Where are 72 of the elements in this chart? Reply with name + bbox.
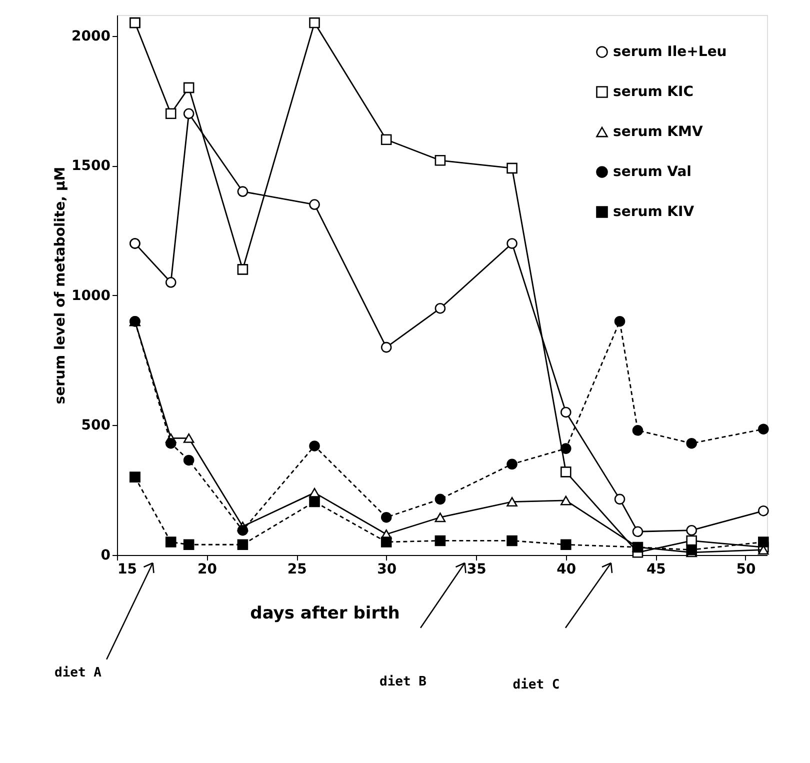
point (165, 108, 176, 120)
point (632, 526, 644, 538)
point (506, 162, 518, 174)
y-tick-label: 0 (100, 548, 111, 564)
point (309, 17, 320, 28)
point (183, 539, 194, 550)
point (237, 264, 248, 275)
point (165, 277, 176, 288)
point (434, 535, 446, 546)
point (309, 199, 320, 210)
y-axis-title: serum level of metabolite, µM (52, 166, 69, 404)
point (506, 497, 518, 507)
text: diet A (54, 666, 102, 681)
text: diet B (380, 674, 427, 690)
y-tick-label: 1000 (72, 288, 111, 304)
x-tick-label: 50 (736, 562, 756, 578)
point (632, 425, 644, 436)
x-tick-label: 40 (556, 562, 576, 578)
point (309, 440, 320, 452)
point (309, 496, 320, 508)
point (237, 539, 248, 550)
legend-label: serum KMV (613, 124, 703, 140)
point (434, 154, 446, 166)
point (434, 302, 446, 314)
legend-label: serum Ile+Leu (613, 44, 727, 60)
point (434, 494, 446, 505)
x-tick-label: 45 (646, 562, 666, 578)
y-tick-label: 2000 (72, 28, 111, 44)
point (614, 316, 626, 327)
point (237, 186, 248, 197)
point (560, 539, 572, 550)
point (506, 458, 518, 470)
x-tick-label: 35 (466, 562, 486, 578)
point (560, 443, 572, 454)
point (560, 496, 572, 506)
y-tick-label: 500 (81, 418, 111, 434)
point (165, 438, 176, 449)
legend-label: serum Val (613, 164, 692, 180)
point (560, 466, 572, 478)
point (183, 454, 194, 466)
point (183, 433, 194, 443)
point (758, 505, 769, 516)
x-axis-title: days after birth (250, 604, 400, 624)
point (130, 238, 140, 249)
point (237, 524, 248, 536)
point (560, 406, 572, 418)
point (183, 82, 194, 94)
point (506, 238, 518, 249)
legend-label: serum KIV (613, 204, 694, 220)
point (506, 535, 518, 546)
point (380, 512, 392, 523)
x-tick-label: 15 (118, 562, 137, 578)
point (614, 494, 626, 505)
text: diet C (512, 677, 560, 692)
x-tick-label: 20 (198, 562, 218, 578)
point (686, 438, 697, 449)
point (165, 536, 176, 548)
y-tick-label: 1500 (72, 158, 111, 174)
point (758, 536, 769, 548)
x-tick-label: 25 (287, 562, 307, 578)
point (380, 536, 392, 548)
point (380, 342, 392, 353)
point (380, 134, 392, 146)
legend-label: serum KIC (613, 84, 694, 100)
point (758, 424, 769, 434)
point (434, 512, 446, 522)
point (130, 472, 140, 483)
point (686, 524, 697, 536)
point (183, 108, 194, 120)
point (130, 17, 140, 28)
point (686, 544, 697, 556)
x-tick-label: 30 (377, 562, 397, 578)
